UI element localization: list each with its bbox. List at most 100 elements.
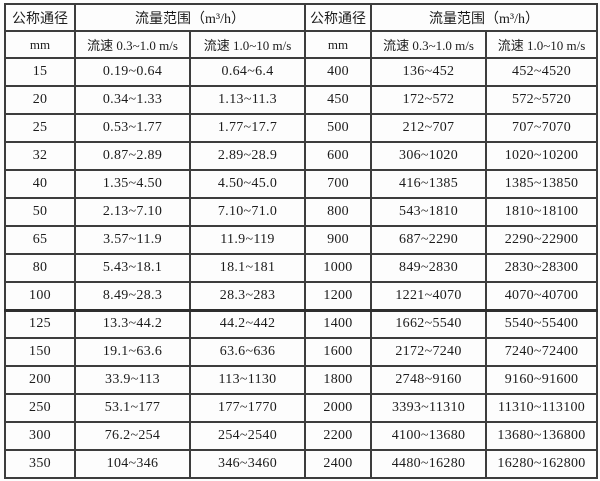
cell-diameter-left: 350 <box>4 449 76 479</box>
header-nominal-diameter-left: 公称通径 <box>4 3 76 32</box>
cell-diameter-right: 600 <box>304 141 373 171</box>
cell-flow-low-left: 3.57~11.9 <box>74 225 191 255</box>
cell-flow-high-right: 707~7070 <box>485 113 599 143</box>
header-nominal-diameter-right: 公称通径 <box>304 3 373 32</box>
cell-diameter-right: 2200 <box>304 421 373 451</box>
cell-diameter-left: 250 <box>4 393 76 423</box>
table-row: 20 0.34~1.33 1.13~11.3 450 172~572 572~5720 <box>4 85 599 115</box>
header-unit-left: mm <box>4 30 76 59</box>
cell-flow-high-left: 1.13~11.3 <box>188 85 307 115</box>
cell-flow-low-right: 136~452 <box>370 57 488 87</box>
cell-flow-low-left: 5.43~18.1 <box>74 253 191 283</box>
cell-flow-low-left: 13.3~44.2 <box>74 308 191 339</box>
cell-flow-high-left: 18.1~181 <box>188 253 307 283</box>
cell-diameter-left: 80 <box>4 253 76 283</box>
cell-flow-high-right: 13680~136800 <box>485 421 599 451</box>
cell-flow-low-left: 0.87~2.89 <box>74 141 191 171</box>
cell-flow-low-left: 0.34~1.33 <box>74 85 191 115</box>
cell-flow-high-left: 254~2540 <box>188 421 307 451</box>
cell-flow-low-right: 2172~7240 <box>370 337 488 367</box>
table-row: 50 2.13~7.10 7.10~71.0 800 543~1810 1810~1810… <box>4 197 599 227</box>
table-row: 300 76.2~254 254~2540 2200 4100~13680 13680~1… <box>4 421 599 451</box>
cell-flow-low-right: 212~707 <box>370 113 488 143</box>
cell-flow-low-right: 4100~13680 <box>370 421 488 451</box>
cell-flow-low-right: 4480~16280 <box>370 449 488 479</box>
cell-flow-high-left: 0.64~6.4 <box>188 57 307 87</box>
cell-flow-high-left: 113~1130 <box>188 365 307 395</box>
cell-diameter-right: 1000 <box>304 253 373 283</box>
table-row: 150 19.1~63.6 63.6~636 1600 2172~7240 7240~72… <box>4 337 599 367</box>
cell-diameter-right: 400 <box>304 57 373 87</box>
cell-flow-high-left: 346~3460 <box>188 449 307 479</box>
table-row: 65 3.57~11.9 11.9~119 900 687~2290 2290~22900 <box>4 225 599 255</box>
cell-flow-low-right: 1221~4070 <box>370 281 488 311</box>
cell-flow-high-right: 7240~72400 <box>485 337 599 367</box>
header-row-units: mm 流速 0.3~1.0 m/s 流速 1.0~10 m/s mm 流速 0.… <box>4 30 599 59</box>
cell-diameter-right: 1200 <box>304 281 373 311</box>
cell-flow-low-right: 2748~9160 <box>370 365 488 395</box>
cell-diameter-left: 150 <box>4 337 76 367</box>
cell-diameter-left: 50 <box>4 197 76 227</box>
cell-flow-high-right: 2290~22900 <box>485 225 599 255</box>
cell-diameter-right: 500 <box>304 113 373 143</box>
table-row: 25 0.53~1.77 1.77~17.7 500 212~707 707~7070 <box>4 113 599 143</box>
cell-flow-high-right: 572~5720 <box>485 85 599 115</box>
cell-flow-low-left: 2.13~7.10 <box>74 197 191 227</box>
cell-flow-high-right: 1020~10200 <box>485 141 599 171</box>
cell-flow-high-left: 1.77~17.7 <box>188 113 307 143</box>
header-row-groups: 公称通径 流量范围（m³/h） 公称通径 流量范围（m³/h） <box>4 3 599 32</box>
cell-flow-high-left: 44.2~442 <box>188 308 307 339</box>
cell-flow-high-left: 2.89~28.9 <box>188 141 307 171</box>
cell-diameter-left: 100 <box>4 281 76 311</box>
cell-flow-low-right: 1662~5540 <box>370 308 488 339</box>
cell-diameter-right: 2000 <box>304 393 373 423</box>
cell-flow-high-left: 28.3~283 <box>188 281 307 311</box>
header-velocity-low-left: 流速 0.3~1.0 m/s <box>74 30 191 59</box>
cell-diameter-right: 450 <box>304 85 373 115</box>
cell-flow-high-left: 63.6~636 <box>188 337 307 367</box>
cell-flow-high-right: 4070~40700 <box>485 281 599 311</box>
table-row: 250 53.1~177 177~1770 2000 3393~11310 11310~1… <box>4 393 599 423</box>
cell-flow-low-left: 0.53~1.77 <box>74 113 191 143</box>
table-header: 公称通径 流量范围（m³/h） 公称通径 流量范围（m³/h） mm 流速 0.… <box>4 3 599 59</box>
cell-flow-low-left: 76.2~254 <box>74 421 191 451</box>
cell-flow-high-left: 177~1770 <box>188 393 307 423</box>
table-row: 125 13.3~44.2 44.2~442 1400 1662~5540 5540~55… <box>4 308 599 339</box>
cell-flow-high-left: 11.9~119 <box>188 225 307 255</box>
cell-flow-high-right: 452~4520 <box>485 57 599 87</box>
cell-flow-low-right: 543~1810 <box>370 197 488 227</box>
cell-diameter-left: 300 <box>4 421 76 451</box>
cell-flow-high-right: 1810~18100 <box>485 197 599 227</box>
table-row: 80 5.43~18.1 18.1~181 1000 849~2830 2830~2830… <box>4 253 599 283</box>
header-flow-range-right: 流量范围（m³/h） <box>370 3 599 32</box>
cell-diameter-right: 700 <box>304 169 373 199</box>
table-row: 350 104~346 346~3460 2400 4480~16280 16280~16… <box>4 449 599 479</box>
cell-flow-low-left: 1.35~4.50 <box>74 169 191 199</box>
cell-diameter-left: 15 <box>4 57 76 87</box>
cell-diameter-right: 1800 <box>304 365 373 395</box>
cell-flow-low-right: 849~2830 <box>370 253 488 283</box>
table-row: 40 1.35~4.50 4.50~45.0 700 416~1385 1385~1385… <box>4 169 599 199</box>
cell-diameter-right: 1600 <box>304 337 373 367</box>
cell-flow-low-left: 0.19~0.64 <box>74 57 191 87</box>
cell-flow-high-right: 2830~28300 <box>485 253 599 283</box>
cell-flow-high-right: 16280~162800 <box>485 449 599 479</box>
cell-flow-high-right: 11310~113100 <box>485 393 599 423</box>
cell-flow-high-left: 7.10~71.0 <box>188 197 307 227</box>
cell-diameter-left: 32 <box>4 141 76 171</box>
header-flow-range-left: 流量范围（m³/h） <box>73 3 307 32</box>
cell-flow-low-left: 33.9~113 <box>74 365 191 395</box>
cell-flow-low-right: 416~1385 <box>370 169 488 199</box>
cell-diameter-left: 125 <box>4 308 76 339</box>
cell-flow-low-right: 687~2290 <box>370 225 488 255</box>
header-unit-right: mm <box>304 30 373 59</box>
flow-range-table: 公称通径 流量范围（m³/h） 公称通径 流量范围（m³/h） mm 流速 0.… <box>4 3 599 479</box>
table-body: 15 0.19~0.64 0.64~6.4 400 136~452 452~4520 20 0… <box>4 57 599 479</box>
cell-flow-low-left: 8.49~28.3 <box>74 281 191 311</box>
cell-flow-low-right: 306~1020 <box>370 141 488 171</box>
header-velocity-low-right: 流速 0.3~1.0 m/s <box>370 30 488 59</box>
cell-diameter-right: 1400 <box>304 308 373 339</box>
cell-diameter-left: 40 <box>4 169 76 199</box>
cell-diameter-left: 20 <box>4 85 76 115</box>
